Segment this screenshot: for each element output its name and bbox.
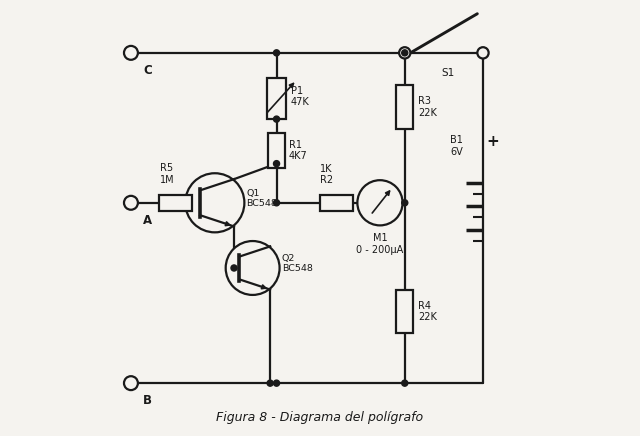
- Text: R1
4K7: R1 4K7: [289, 140, 307, 161]
- Circle shape: [124, 376, 138, 390]
- Circle shape: [402, 50, 408, 56]
- Text: R5
1M: R5 1M: [160, 163, 175, 184]
- Bar: [268, 133, 285, 168]
- Circle shape: [477, 47, 488, 58]
- Circle shape: [124, 196, 138, 210]
- Text: A: A: [143, 214, 152, 227]
- Text: M1
0 - 200μA: M1 0 - 200μA: [356, 233, 404, 255]
- Text: Figura 8 - Diagrama del polígrafo: Figura 8 - Diagrama del polígrafo: [216, 412, 424, 424]
- Text: R4
22K: R4 22K: [418, 301, 436, 322]
- Circle shape: [273, 200, 280, 206]
- Circle shape: [273, 380, 280, 386]
- Circle shape: [402, 380, 408, 386]
- Circle shape: [231, 265, 237, 271]
- Text: +: +: [486, 134, 499, 150]
- Circle shape: [226, 241, 280, 295]
- Circle shape: [273, 50, 280, 56]
- Circle shape: [273, 160, 280, 167]
- Text: B: B: [143, 394, 152, 407]
- Circle shape: [357, 180, 403, 225]
- Circle shape: [399, 47, 410, 58]
- Text: Q2
BC548: Q2 BC548: [282, 254, 312, 273]
- Text: Q1
BC548: Q1 BC548: [246, 189, 277, 208]
- Bar: [268, 78, 285, 119]
- Text: P1
47K: P1 47K: [291, 85, 310, 107]
- Circle shape: [273, 116, 280, 122]
- Text: R3
22K: R3 22K: [418, 96, 436, 118]
- Text: 1K
R2: 1K R2: [321, 164, 333, 185]
- Circle shape: [185, 173, 244, 232]
- Circle shape: [124, 46, 138, 60]
- Text: S1: S1: [442, 68, 455, 78]
- Circle shape: [267, 380, 273, 386]
- Bar: [396, 290, 413, 333]
- Bar: [319, 195, 353, 211]
- Text: C: C: [143, 64, 152, 77]
- Bar: [159, 194, 192, 211]
- Bar: [396, 85, 413, 129]
- Circle shape: [402, 200, 408, 206]
- Text: B1
6V: B1 6V: [451, 136, 463, 157]
